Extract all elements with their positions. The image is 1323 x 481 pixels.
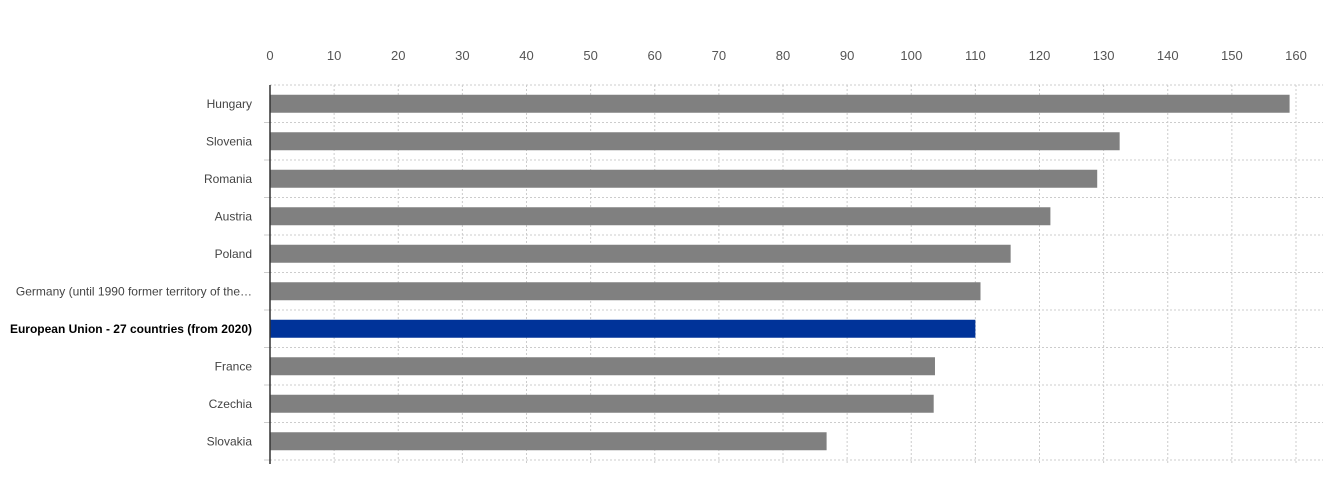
x-tick-label: 30 bbox=[455, 48, 469, 63]
x-axis-ticks: 0 10 20 30 40 50 60 70 80 90 100 110 120 130 140 150 160 bbox=[266, 48, 1306, 63]
x-tick-label: 60 bbox=[648, 48, 662, 63]
bar bbox=[270, 394, 934, 413]
x-tick-label: 120 bbox=[1029, 48, 1051, 63]
bar bbox=[270, 207, 1051, 226]
bars bbox=[270, 94, 1290, 451]
bar bbox=[270, 244, 1011, 263]
category-label: Slovakia bbox=[207, 434, 253, 448]
bar bbox=[270, 319, 976, 338]
x-tick-label: 90 bbox=[840, 48, 854, 63]
x-tick-label: 50 bbox=[583, 48, 597, 63]
x-tick-label: 110 bbox=[965, 48, 986, 63]
category-label: Germany (until 1990 former territory of … bbox=[16, 284, 252, 298]
category-label: Austria bbox=[215, 209, 253, 223]
bar bbox=[270, 132, 1120, 151]
bar bbox=[270, 282, 981, 301]
x-tick-label: 130 bbox=[1093, 48, 1115, 63]
bar bbox=[270, 357, 935, 376]
bar bbox=[270, 94, 1290, 113]
category-label: France bbox=[215, 359, 253, 373]
category-label: Slovenia bbox=[206, 134, 252, 148]
x-tick-label: 10 bbox=[327, 48, 341, 63]
category-label: Romania bbox=[204, 172, 252, 186]
category-labels: Hungary Slovenia Romania Austria Poland Germa… bbox=[10, 97, 252, 449]
x-tick-label: 40 bbox=[519, 48, 533, 63]
bar bbox=[270, 432, 827, 451]
x-tick-label: 0 bbox=[266, 48, 273, 63]
x-tick-label: 80 bbox=[776, 48, 790, 63]
category-label: European Union - 27 countries (from 2020… bbox=[10, 322, 252, 336]
category-label: Czechia bbox=[209, 397, 253, 411]
x-tick-label: 140 bbox=[1157, 48, 1179, 63]
x-tick-label: 70 bbox=[712, 48, 726, 63]
grid-lines bbox=[264, 84, 1323, 464]
x-tick-label: 100 bbox=[900, 48, 922, 63]
bar bbox=[270, 169, 1098, 188]
x-tick-label: 20 bbox=[391, 48, 405, 63]
category-label: Poland bbox=[215, 247, 252, 261]
category-label: Hungary bbox=[207, 97, 252, 111]
x-tick-label: 150 bbox=[1221, 48, 1243, 63]
x-tick-label: 160 bbox=[1285, 48, 1307, 63]
